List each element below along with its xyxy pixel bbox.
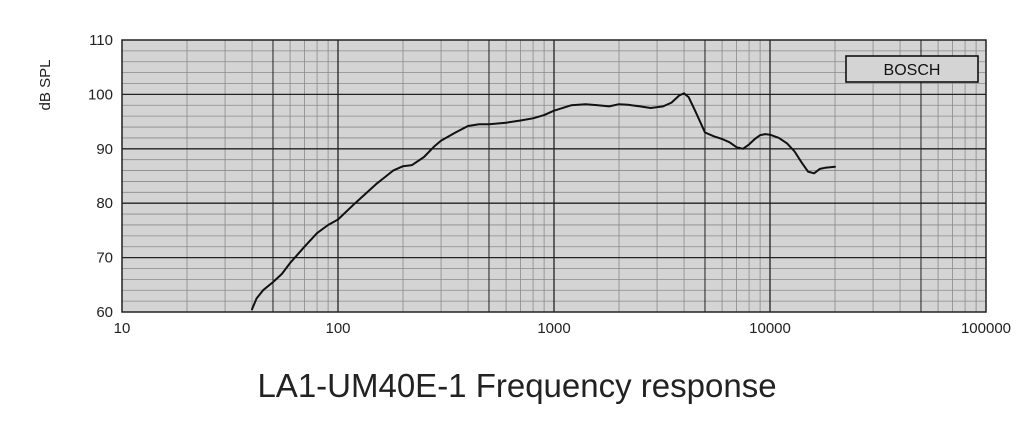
brand-label-box: BOSCH	[845, 55, 979, 83]
x-tick-label: 10	[114, 320, 131, 337]
frequency-response-line	[251, 92, 836, 311]
y-tick-label: 90	[96, 141, 113, 158]
plot-frame	[121, 39, 987, 313]
y-axis-label: dB SPL	[37, 60, 54, 111]
chart-title: LA1-UM40E-1 Frequency response	[257, 367, 776, 404]
y-tick-label: 80	[96, 195, 113, 212]
x-tick-labels: 10 100 1000 10000 100000	[114, 320, 1011, 337]
y-tick-labels: 60 70 80 90 100 110	[88, 32, 113, 321]
x-tick-label: 100000	[961, 320, 1011, 337]
series-layer	[251, 92, 836, 311]
y-tick-label: 110	[89, 32, 113, 49]
y-tick-label: 70	[96, 250, 113, 267]
y-tick-label: 100	[88, 86, 113, 103]
x-tick-label: 10000	[749, 320, 791, 337]
x-tick-label: 100	[325, 320, 350, 337]
brand-label: BOSCH	[884, 62, 941, 79]
x-tick-label: 1000	[537, 320, 570, 337]
y-tick-label: 60	[96, 304, 113, 321]
major-grid	[122, 40, 986, 312]
